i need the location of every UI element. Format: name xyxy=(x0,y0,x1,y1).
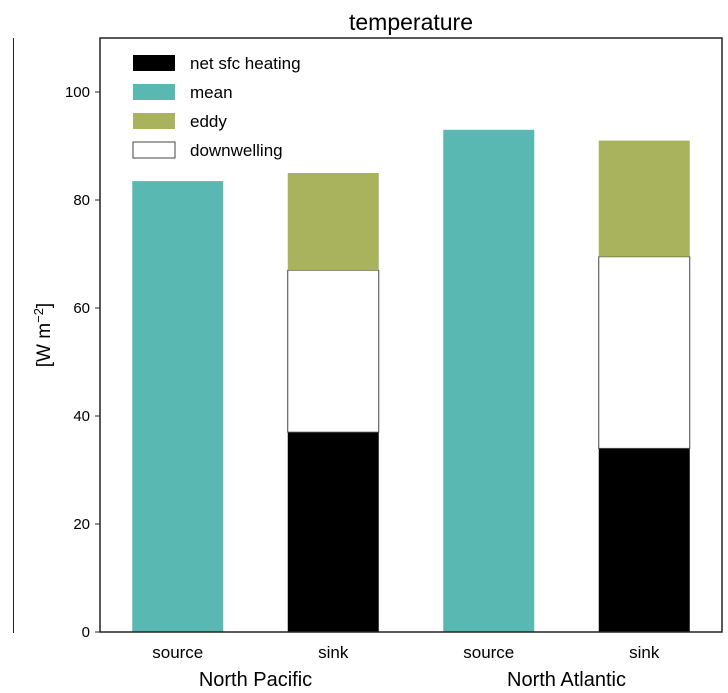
legend-swatch xyxy=(133,55,175,71)
legend-swatch xyxy=(132,141,176,159)
left-frame-line xyxy=(13,38,14,633)
y-tick-label: 0 xyxy=(82,624,90,641)
bar-downwelling-3 xyxy=(598,256,691,449)
x-category-label: sink xyxy=(629,643,660,662)
bar-net-sfc-heating-1 xyxy=(287,432,379,632)
x-group-label: North Pacific xyxy=(199,669,312,691)
y-tick-label: 60 xyxy=(73,300,90,317)
legend-label: downwelling xyxy=(190,141,283,160)
y-axis-label-superscript: −2 xyxy=(31,308,46,323)
y-axis-label-close: ] xyxy=(34,303,55,308)
bar-eddy-3 xyxy=(598,140,690,257)
plot-frame xyxy=(99,37,723,633)
x-category-label: sink xyxy=(318,643,349,662)
bar-mean-2 xyxy=(443,129,535,633)
svg-text:[W m−2]: [W m−2] xyxy=(31,303,55,367)
y-tick-label: 40 xyxy=(73,408,90,425)
legend-label: mean xyxy=(190,83,233,102)
bar-downwelling-1 xyxy=(287,269,380,433)
y-tick-label: 100 xyxy=(65,84,90,101)
y-tick-label: 80 xyxy=(73,192,90,209)
y-tick-label: 20 xyxy=(73,516,90,533)
legend-swatch xyxy=(133,84,175,100)
y-axis-label-text: [W m xyxy=(34,323,55,367)
legend-swatch xyxy=(133,113,175,129)
legend-label: eddy xyxy=(190,112,227,131)
bar-mean-0 xyxy=(132,181,224,632)
y-axis-label: [W m−2] xyxy=(31,303,55,367)
bar-net-sfc-heating-3 xyxy=(598,448,690,632)
legend-label: net sfc heating xyxy=(190,54,301,73)
chart-title: temperature xyxy=(349,9,473,35)
x-category-label: source xyxy=(152,643,203,662)
bar-eddy-1 xyxy=(287,173,379,271)
x-category-label: source xyxy=(463,643,514,662)
x-group-label: North Atlantic xyxy=(507,669,626,691)
